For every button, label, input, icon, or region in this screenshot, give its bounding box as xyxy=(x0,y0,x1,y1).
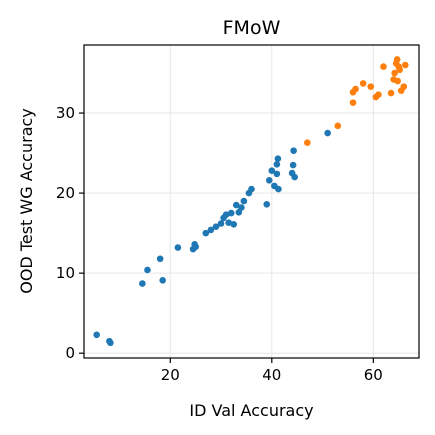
series-1-point xyxy=(289,161,297,169)
y-tick-label: 10 xyxy=(56,264,75,282)
series-2-point xyxy=(393,56,401,63)
series-1-point xyxy=(156,255,164,263)
series-1-point xyxy=(248,185,255,193)
series-1-point xyxy=(238,204,245,211)
series-2-point xyxy=(396,66,404,74)
series-2-point xyxy=(349,99,357,106)
series-1-point xyxy=(240,197,248,205)
x-tick-label: 40 xyxy=(262,366,281,384)
series-1-point xyxy=(324,129,331,137)
series-1-point xyxy=(107,339,114,347)
series-1-point xyxy=(265,176,273,184)
series-1-point xyxy=(93,331,100,339)
series-1-point xyxy=(230,221,238,228)
series-1-point xyxy=(144,266,151,274)
series-2-point xyxy=(387,89,395,97)
y-tick-label: 30 xyxy=(56,104,75,122)
series-2-point xyxy=(367,83,375,90)
grid xyxy=(84,45,419,358)
series-1-point xyxy=(212,223,220,231)
series-2-point xyxy=(334,122,342,130)
series-1-point xyxy=(222,211,230,219)
series-1-point xyxy=(192,243,199,251)
series-1-point xyxy=(207,226,215,234)
series-1-point xyxy=(202,229,210,237)
chart-title: FMoW xyxy=(223,17,281,39)
series-2-point xyxy=(400,83,408,90)
series-2-point xyxy=(304,139,311,146)
axis-ticks: 20 40 60 0 10 20 30 xyxy=(56,104,383,384)
series-2-point xyxy=(359,80,367,87)
series-2-point xyxy=(391,69,398,77)
series-2-point xyxy=(394,77,401,85)
series-1-point xyxy=(291,173,298,181)
series-1-point xyxy=(159,277,166,284)
plot-frame xyxy=(83,44,420,359)
series-1-point xyxy=(290,147,297,154)
y-axis-label: OOD Test WG Accuracy xyxy=(17,108,36,294)
series-1-point xyxy=(274,155,282,162)
series-1-point xyxy=(268,167,276,174)
y-tick-label: 0 xyxy=(65,344,75,362)
x-tick-label: 60 xyxy=(364,366,383,384)
series-1-point xyxy=(225,219,232,227)
x-tick-label: 20 xyxy=(161,366,180,384)
series-1-point xyxy=(217,220,225,227)
series-1-point xyxy=(174,244,182,251)
series-1-point xyxy=(273,160,281,168)
y-tick-label: 20 xyxy=(56,184,75,202)
series-2-point xyxy=(352,85,359,93)
series-1-point xyxy=(232,201,240,209)
series-2-point xyxy=(375,91,382,98)
series-1-point xyxy=(139,280,146,287)
series-1-point xyxy=(273,170,281,178)
x-axis-label: ID Val Accuracy xyxy=(189,401,313,420)
series-1-point xyxy=(227,209,235,217)
data-points xyxy=(93,56,409,347)
series-1-point xyxy=(263,201,271,208)
series-2-point xyxy=(402,61,409,69)
series-2-point xyxy=(380,63,387,70)
series-1-point xyxy=(275,185,282,193)
